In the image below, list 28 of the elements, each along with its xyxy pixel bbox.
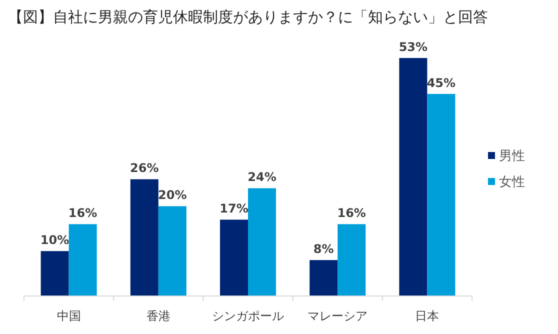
- data-label: 45%: [426, 76, 456, 90]
- data-label: 10%: [40, 233, 70, 248]
- bar: [158, 206, 186, 296]
- x-tick-label: マレーシア: [308, 309, 368, 323]
- x-tick-label: 日本: [415, 309, 440, 323]
- bar: [338, 224, 366, 296]
- data-label: 20%: [158, 188, 187, 202]
- bar: [310, 260, 338, 296]
- data-label: 8%: [313, 242, 334, 256]
- title: 【図】自社に男親の育児休暇制度がありますか？に「知らない」と回答: [8, 8, 488, 26]
- x-tick-label: シンガポール: [212, 309, 284, 323]
- data-label: 26%: [130, 161, 159, 176]
- bar: [40, 251, 69, 296]
- data-label: 53%: [398, 40, 428, 54]
- bar: [248, 188, 276, 296]
- bar: [130, 179, 158, 296]
- x-tick-label: 中国: [56, 309, 81, 323]
- bar: [399, 58, 428, 296]
- x-tick-label: 香港: [146, 309, 170, 323]
- bar: [220, 220, 248, 296]
- bar: [427, 94, 456, 296]
- bar: [68, 224, 97, 296]
- data-label: 17%: [220, 202, 248, 216]
- legend-label: 男性: [499, 149, 525, 164]
- data-label: 16%: [68, 206, 98, 220]
- data-label: 16%: [337, 206, 366, 220]
- legend-label: 女性: [499, 175, 525, 190]
- data-label: 24%: [248, 170, 276, 184]
